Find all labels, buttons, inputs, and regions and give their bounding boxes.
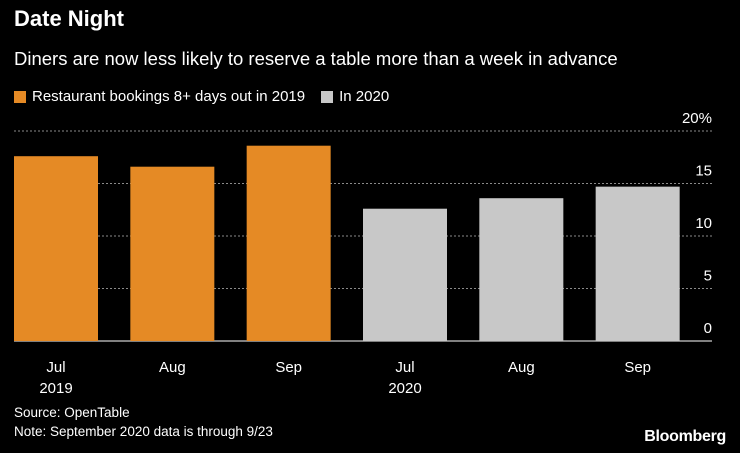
x-tick-label: Aug xyxy=(508,359,535,376)
bar xyxy=(363,208,447,341)
bar xyxy=(14,156,98,341)
legend-swatch-2020 xyxy=(321,90,334,103)
x-tick-label: Jul xyxy=(46,359,65,376)
x-tick-label: Sep xyxy=(624,359,651,376)
y-tick-label: 20% xyxy=(682,110,712,127)
x-tick-year-label: 2019 xyxy=(39,380,72,397)
chart-title: Date Night xyxy=(14,6,124,31)
y-tick-label: 0 xyxy=(704,320,712,337)
y-tick-label: 10 xyxy=(695,215,712,232)
bloomberg-logo: Bloomberg xyxy=(644,428,726,445)
legend-item-2020: In 2020 xyxy=(321,88,389,105)
bar xyxy=(246,145,331,341)
x-tick-label: Jul xyxy=(395,359,414,376)
source-note: Source: OpenTable xyxy=(14,405,130,420)
data-note: Note: September 2020 data is through 9/2… xyxy=(14,424,273,439)
legend-label-2019: Restaurant bookings 8+ days out in 2019 xyxy=(32,88,306,105)
chart-subtitle: Diners are now less likely to reserve a … xyxy=(14,48,618,69)
bar xyxy=(595,186,680,341)
x-tick-label: Aug xyxy=(159,359,186,376)
x-tick-label: Sep xyxy=(275,359,302,376)
y-tick-label: 15 xyxy=(695,163,712,180)
y-tick-label: 5 xyxy=(704,268,712,285)
legend-item-2019: Restaurant bookings 8+ days out in 2019 xyxy=(14,88,305,105)
x-tick-year-label: 2020 xyxy=(388,380,421,397)
legend: Restaurant bookings 8+ days out in 2019 … xyxy=(14,88,405,105)
bar xyxy=(130,166,215,341)
bar xyxy=(479,198,564,341)
legend-label-2020: In 2020 xyxy=(339,88,390,105)
legend-swatch-2019 xyxy=(14,90,26,103)
